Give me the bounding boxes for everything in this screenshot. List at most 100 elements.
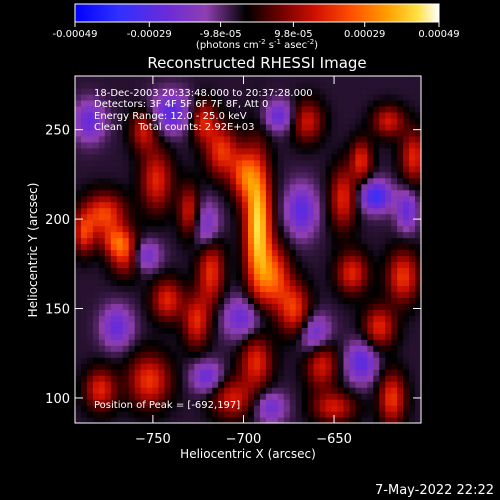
heatmap-cell <box>397 339 404 346</box>
heatmap-cell <box>361 237 368 245</box>
heatmap-cell <box>373 303 380 310</box>
heatmap-cell <box>307 417 315 424</box>
heatmap-cell <box>295 123 303 131</box>
heatmap-cell <box>253 99 261 107</box>
heatmap-cell <box>188 249 195 257</box>
heatmap-cell <box>271 225 279 233</box>
heatmap-cell <box>152 327 160 334</box>
heatmap-cell <box>313 387 321 394</box>
heatmap-cell <box>146 111 154 119</box>
heatmap-cell <box>80 225 88 233</box>
heatmap-cell <box>176 297 183 304</box>
heatmap-cell <box>194 213 201 221</box>
annotation-time-range: 18-Dec-2003 20:33:48.000 to 20:37:28.000 <box>94 88 313 99</box>
heatmap-cell <box>230 87 237 95</box>
heatmap-cell <box>373 327 380 334</box>
heatmap-cell <box>271 99 279 107</box>
heatmap-cell <box>218 123 225 131</box>
heatmap-cell <box>325 411 333 418</box>
heatmap-cell <box>289 87 297 95</box>
heatmap-cell <box>385 159 392 167</box>
heatmap-cell <box>415 339 422 346</box>
heatmap-cell <box>86 255 94 263</box>
heatmap-cell <box>259 177 267 185</box>
heatmap-cell <box>409 411 416 418</box>
heatmap-cell <box>355 81 362 89</box>
heatmap-cell <box>379 141 386 149</box>
heatmap-cell <box>379 279 386 286</box>
heatmap-cell <box>373 321 380 328</box>
heatmap-cell <box>253 309 261 316</box>
heatmap-cell <box>331 105 339 113</box>
heatmap-cell <box>313 177 321 185</box>
heatmap-cell <box>265 219 273 227</box>
heatmap-cell <box>307 93 315 101</box>
heatmap-cell <box>301 363 309 370</box>
heatmap-cell <box>343 99 351 107</box>
heatmap-cell <box>158 297 166 304</box>
heatmap-cell <box>182 105 189 113</box>
heatmap-cell <box>355 357 362 364</box>
heatmap-cell <box>277 147 285 155</box>
heatmap-cell <box>206 381 213 388</box>
heatmap-cell <box>75 165 82 173</box>
heatmap-cell <box>230 267 237 275</box>
heatmap-cell <box>265 417 273 424</box>
heatmap-cell <box>355 369 362 376</box>
heatmap-cell <box>343 255 351 263</box>
heatmap-cell <box>224 411 231 418</box>
heatmap-cell <box>164 309 172 316</box>
heatmap-cell <box>283 195 291 203</box>
heatmap-cell <box>337 393 345 400</box>
heatmap-cell <box>86 207 94 215</box>
heatmap-cell <box>128 207 136 215</box>
heatmap-cell <box>116 195 124 203</box>
heatmap-cell <box>259 321 267 328</box>
heatmap-cell <box>110 357 118 364</box>
heatmap-cell <box>349 273 356 281</box>
heatmap-cell <box>248 405 255 412</box>
heatmap-cell <box>355 351 362 358</box>
heatmap-cell <box>152 87 160 95</box>
heatmap-cell <box>98 147 106 155</box>
heatmap-cell <box>194 381 201 388</box>
heatmap-cell <box>283 411 291 418</box>
heatmap-cell <box>110 129 118 137</box>
heatmap-cell <box>361 213 368 221</box>
heatmap-cell <box>116 153 124 161</box>
heatmap-cell <box>224 93 231 101</box>
heatmap-cell <box>277 76 285 83</box>
heatmap-cell <box>158 405 166 412</box>
heatmap-cell <box>110 345 118 352</box>
heatmap-cell <box>158 129 166 137</box>
heatmap-cell <box>86 81 94 89</box>
heatmap-cell <box>409 387 416 394</box>
heatmap-cell <box>373 387 380 394</box>
heatmap-cell <box>224 135 231 143</box>
heatmap-cell <box>307 255 315 263</box>
heatmap-cell <box>409 159 416 167</box>
heatmap-cell <box>289 165 297 173</box>
heatmap-cell <box>361 399 368 406</box>
heatmap-cell <box>176 153 183 161</box>
heatmap-cell <box>218 177 225 185</box>
heatmap-cell <box>128 405 136 412</box>
heatmap-cell <box>236 333 243 340</box>
heatmap-cell <box>86 117 94 125</box>
heatmap-cell <box>289 357 297 364</box>
heatmap-cell <box>355 273 362 281</box>
heatmap-cell <box>224 279 231 286</box>
heatmap-cell <box>301 93 309 101</box>
heatmap-cell <box>283 351 291 358</box>
heatmap-cell <box>200 105 207 113</box>
heatmap-cell <box>259 255 267 263</box>
heatmap-cell <box>248 339 255 346</box>
heatmap-cell <box>110 267 118 275</box>
heatmap-cell <box>194 225 201 233</box>
heatmap-cell <box>385 291 392 298</box>
heatmap-cell <box>134 129 142 137</box>
heatmap-cell <box>301 297 309 304</box>
heatmap-cell <box>295 357 303 364</box>
heatmap-cell <box>158 261 166 269</box>
heatmap-cell <box>367 279 374 286</box>
